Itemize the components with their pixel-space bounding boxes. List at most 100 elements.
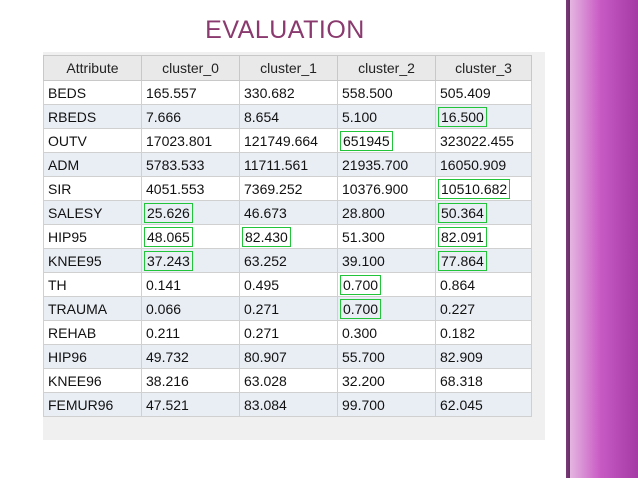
table-row[interactable]: TH 0.141 0.495 0.700 0.864	[43, 272, 532, 297]
cell-value: 82.909	[440, 348, 483, 365]
cell-value: 10376.900	[342, 180, 409, 197]
table-row[interactable]: RBEDS 7.666 8.654 5.100 16.500	[43, 104, 532, 129]
attribute-cell[interactable]: TRAUMA	[43, 296, 142, 321]
table-row[interactable]: SALESY 25.626 46.673 28.800 50.364	[43, 200, 532, 225]
cell-value: 82.091	[438, 226, 487, 247]
attribute-cell[interactable]: SIR	[43, 176, 142, 201]
table-row[interactable]: TRAUMA 0.066 0.271 0.700 0.227	[43, 296, 532, 321]
value-cell[interactable]: 32.200	[337, 368, 436, 393]
value-cell[interactable]: 0.271	[239, 320, 338, 345]
value-cell[interactable]: 0.211	[141, 320, 240, 345]
value-cell[interactable]: 121749.664	[239, 128, 338, 153]
highlighted-value-cell[interactable]: 651945	[337, 128, 436, 153]
value-cell[interactable]: 0.300	[337, 320, 436, 345]
cell-value: 83.084	[244, 396, 287, 413]
value-cell[interactable]: 10376.900	[337, 176, 436, 201]
attribute-cell[interactable]: HIP95	[43, 224, 142, 249]
value-cell[interactable]: 0.182	[435, 320, 532, 345]
value-cell[interactable]: 68.318	[435, 368, 532, 393]
value-cell[interactable]: 46.673	[239, 200, 338, 225]
highlighted-value-cell[interactable]: 0.700	[337, 296, 436, 321]
attribute-cell[interactable]: SALESY	[43, 200, 142, 225]
value-cell[interactable]: 28.800	[337, 200, 436, 225]
value-cell[interactable]: 16050.909	[435, 152, 532, 177]
value-cell[interactable]: 323022.455	[435, 128, 532, 153]
value-cell[interactable]: 0.864	[435, 272, 532, 297]
value-cell[interactable]: 80.907	[239, 344, 338, 369]
attribute-cell[interactable]: REHAB	[43, 320, 142, 345]
table-row[interactable]: KNEE95 37.243 63.252 39.100 77.864	[43, 248, 532, 273]
table-row[interactable]: ADM 5783.533 11711.561 21935.700 16050.909	[43, 152, 532, 177]
highlighted-value-cell[interactable]: 0.700	[337, 272, 436, 297]
value-cell[interactable]: 83.084	[239, 392, 338, 417]
value-cell[interactable]: 505.409	[435, 80, 532, 105]
column-header[interactable]: Attribute	[43, 55, 142, 81]
highlighted-value-cell[interactable]: 37.243	[141, 248, 240, 273]
value-cell[interactable]: 17023.801	[141, 128, 240, 153]
attribute-cell[interactable]: BEDS	[43, 80, 142, 105]
highlighted-value-cell[interactable]: 77.864	[435, 248, 532, 273]
attribute-cell[interactable]: KNEE95	[43, 248, 142, 273]
slide-title: EVALUATION	[205, 16, 365, 44]
value-cell[interactable]: 0.271	[239, 296, 338, 321]
cell-value: 55.700	[342, 348, 385, 365]
table-row[interactable]: FEMUR96 47.521 83.084 99.700 62.045	[43, 392, 532, 417]
highlighted-value-cell[interactable]: 16.500	[435, 104, 532, 129]
value-cell[interactable]: 5.100	[337, 104, 436, 129]
value-cell[interactable]: 0.141	[141, 272, 240, 297]
value-cell[interactable]: 330.682	[239, 80, 338, 105]
table-row[interactable]: HIP95 48.065 82.430 51.300 82.091	[43, 224, 532, 249]
attribute-cell[interactable]: KNEE96	[43, 368, 142, 393]
cell-value: 8.654	[244, 108, 280, 125]
value-cell[interactable]: 49.732	[141, 344, 240, 369]
value-cell[interactable]: 4051.553	[141, 176, 240, 201]
column-header[interactable]: cluster_0	[141, 55, 240, 81]
highlighted-value-cell[interactable]: 10510.682	[435, 176, 532, 201]
table-row[interactable]: REHAB 0.211 0.271 0.300 0.182	[43, 320, 532, 345]
value-cell[interactable]: 51.300	[337, 224, 436, 249]
attribute-cell[interactable]: RBEDS	[43, 104, 142, 129]
highlighted-value-cell[interactable]: 50.364	[435, 200, 532, 225]
value-cell[interactable]: 55.700	[337, 344, 436, 369]
attribute-cell[interactable]: OUTV	[43, 128, 142, 153]
cell-value: 11711.561	[244, 156, 309, 173]
highlighted-value-cell[interactable]: 82.091	[435, 224, 532, 249]
table-row[interactable]: HIP96 49.732 80.907 55.700 82.909	[43, 344, 532, 369]
highlighted-value-cell[interactable]: 82.430	[239, 224, 338, 249]
attribute-name: OUTV	[48, 132, 87, 149]
value-cell[interactable]: 0.227	[435, 296, 532, 321]
attribute-cell[interactable]: ADM	[43, 152, 142, 177]
table-row[interactable]: BEDS 165.557 330.682 558.500 505.409	[43, 80, 532, 105]
value-cell[interactable]: 62.045	[435, 392, 532, 417]
value-cell[interactable]: 165.557	[141, 80, 240, 105]
value-cell[interactable]: 47.521	[141, 392, 240, 417]
value-cell[interactable]: 558.500	[337, 80, 436, 105]
table-row[interactable]: SIR 4051.553 7369.252 10376.900 10510.682	[43, 176, 532, 201]
column-header[interactable]: cluster_1	[239, 55, 338, 81]
attribute-cell[interactable]: TH	[43, 272, 142, 297]
value-cell[interactable]: 21935.700	[337, 152, 436, 177]
column-header[interactable]: cluster_3	[435, 55, 532, 81]
value-cell[interactable]: 8.654	[239, 104, 338, 129]
value-cell[interactable]: 5783.533	[141, 152, 240, 177]
value-cell[interactable]: 7369.252	[239, 176, 338, 201]
value-cell[interactable]: 63.028	[239, 368, 338, 393]
attribute-name: KNEE95	[48, 252, 102, 269]
value-cell[interactable]: 82.909	[435, 344, 532, 369]
value-cell[interactable]: 63.252	[239, 248, 338, 273]
table-row[interactable]: KNEE96 38.216 63.028 32.200 68.318	[43, 368, 532, 393]
value-cell[interactable]: 39.100	[337, 248, 436, 273]
highlighted-value-cell[interactable]: 25.626	[141, 200, 240, 225]
value-cell[interactable]: 38.216	[141, 368, 240, 393]
value-cell[interactable]: 11711.561	[239, 152, 338, 177]
column-header[interactable]: cluster_2	[337, 55, 436, 81]
attribute-name: TRAUMA	[48, 300, 108, 317]
value-cell[interactable]: 0.495	[239, 272, 338, 297]
attribute-cell[interactable]: HIP96	[43, 344, 142, 369]
attribute-cell[interactable]: FEMUR96	[43, 392, 142, 417]
value-cell[interactable]: 99.700	[337, 392, 436, 417]
value-cell[interactable]: 7.666	[141, 104, 240, 129]
table-row[interactable]: OUTV 17023.801 121749.664 651945 323022.455	[43, 128, 532, 153]
highlighted-value-cell[interactable]: 48.065	[141, 224, 240, 249]
value-cell[interactable]: 0.066	[141, 296, 240, 321]
